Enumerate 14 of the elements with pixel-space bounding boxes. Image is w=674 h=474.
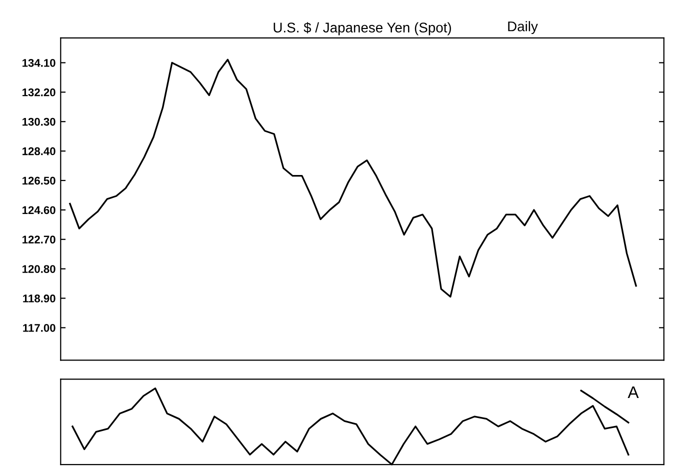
chart-title: U.S. $ / Japanese Yen (Spot) [274, 22, 451, 36]
y-tick-label: 134.10 [22, 58, 56, 67]
y-tick-label: 118.90 [23, 294, 56, 302]
y-tick-label: 132.20 [22, 88, 56, 96]
chart-subtitle: Daily [508, 21, 538, 34]
y-tick-label: 124.60 [22, 206, 56, 214]
y-tick-label: 122.70 [22, 236, 56, 244]
y-tick-label: 130.30 [22, 118, 56, 126]
y-tick-label: 128.40 [22, 147, 56, 156]
y-tick-label: 126.50 [22, 176, 56, 185]
annotation: A [628, 386, 639, 398]
y-tick-label: 120.80 [22, 265, 56, 273]
y-tick-label: 117.00 [23, 324, 56, 332]
line-series [69, 58, 637, 298]
